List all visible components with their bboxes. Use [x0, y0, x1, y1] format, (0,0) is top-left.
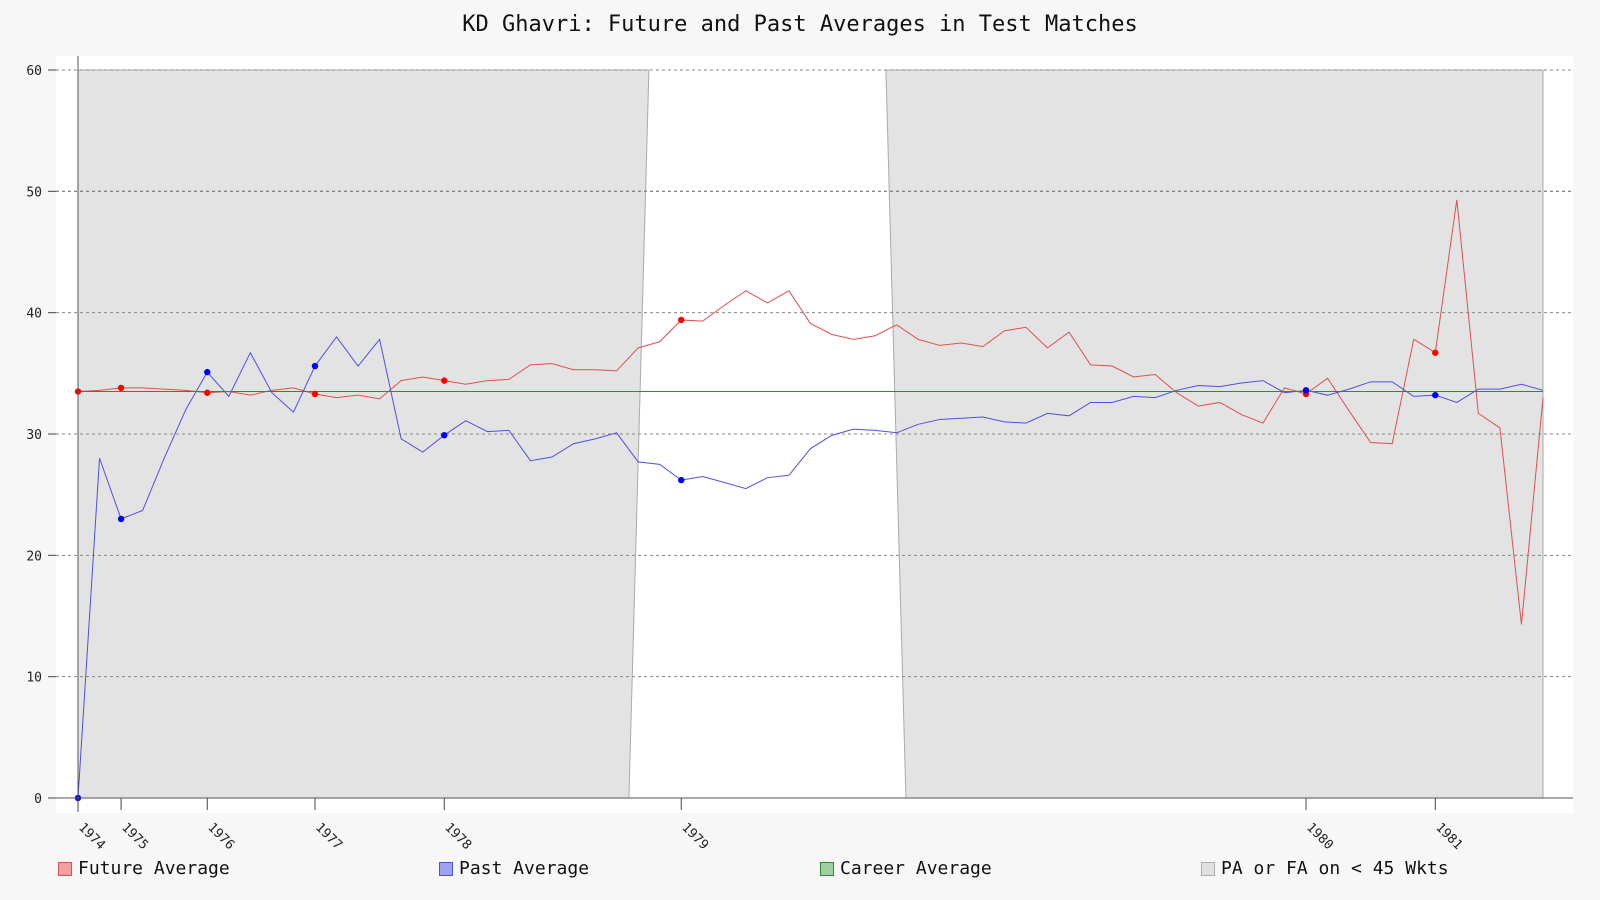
x-tick-label: 1975 — [118, 820, 151, 853]
future-average-point — [204, 389, 211, 396]
legend-item-future-average: Future Average — [58, 858, 230, 879]
past-average-point — [1432, 391, 1439, 399]
y-tick-label: 30 — [26, 428, 42, 443]
past-average-point — [117, 515, 125, 523]
future-average-point — [441, 377, 448, 384]
y-tick-label: 60 — [26, 64, 42, 79]
x-tick-label: 1977 — [312, 820, 345, 853]
x-tick-label: 1980 — [1303, 820, 1336, 853]
y-tick-label: 20 — [26, 549, 42, 564]
legend-label-past-average: Past Average — [459, 858, 590, 879]
y-tick-label: 0 — [34, 792, 42, 807]
past-average-point — [1302, 387, 1310, 394]
legend-item-shaded-region: PA or FA on < 45 Wkts — [1201, 858, 1449, 879]
chart-title: KD Ghavri: Future and Past Averages in T… — [462, 12, 1138, 37]
past-average-point — [311, 362, 319, 370]
legend-item-past-average: Past Average — [439, 858, 589, 879]
future-average-swatch — [58, 861, 72, 876]
legend-label-career-average: Career Average — [840, 858, 992, 879]
career-average-swatch — [820, 861, 834, 876]
x-tick-label: 1976 — [204, 820, 237, 853]
grid-lines — [56, 69, 1573, 678]
y-tick-label: 40 — [26, 307, 42, 322]
x-tick-label: 1979 — [678, 820, 711, 853]
future-average-point — [1432, 349, 1439, 356]
future-average-point — [311, 390, 319, 398]
future-average-point — [117, 384, 125, 392]
past-average-point — [441, 432, 448, 439]
data-markers — [74, 316, 1439, 802]
past-average-swatch — [439, 861, 453, 876]
legend-label-future-average: Future Average — [78, 858, 230, 879]
legend-label-shaded-region: PA or FA on < 45 Wkts — [1221, 858, 1449, 879]
future-average-point — [678, 316, 685, 324]
y-tick-label: 10 — [26, 671, 42, 686]
legend-item-career-average: Career Average — [820, 858, 992, 879]
past-average-point — [204, 368, 211, 376]
x-tick-label: 1974 — [75, 820, 108, 853]
shaded-region-swatch — [1201, 861, 1215, 876]
past-average-point — [678, 476, 685, 484]
legend: Future Average Past Average Career Avera… — [0, 858, 1600, 884]
y-tick-label: 50 — [26, 185, 42, 200]
x-tick-label: 1981 — [1432, 820, 1465, 853]
series-lines — [77, 199, 1544, 799]
x-tick-label: 1978 — [441, 820, 474, 853]
